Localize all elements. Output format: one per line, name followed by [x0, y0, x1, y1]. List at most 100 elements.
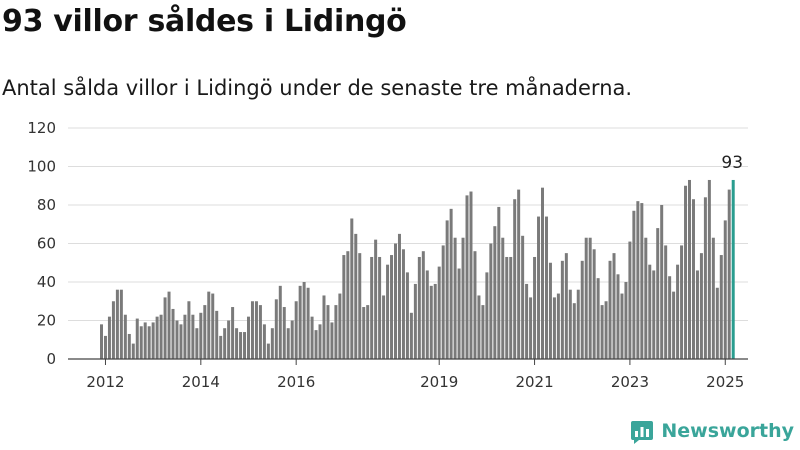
bar: [493, 226, 497, 359]
bar: [274, 299, 278, 359]
bar: [258, 305, 262, 359]
bar: [517, 189, 521, 359]
bar: [294, 301, 298, 359]
bar: [560, 260, 564, 359]
bar: [564, 253, 568, 360]
bar: [350, 218, 354, 359]
bar: [250, 301, 254, 359]
bar: [656, 228, 660, 359]
bar: [179, 324, 183, 359]
bar: [719, 255, 723, 359]
bar: [556, 293, 560, 359]
bar: [425, 270, 429, 359]
bar: [159, 314, 163, 359]
bar: [219, 335, 223, 359]
bar: [326, 305, 330, 359]
bar: [247, 316, 250, 359]
bar: [548, 262, 552, 359]
bar: [405, 272, 409, 360]
bar: [433, 283, 437, 359]
bar-highlight: [731, 179, 735, 359]
bar: [695, 270, 699, 359]
bar: [243, 332, 247, 359]
bar: [139, 326, 143, 359]
bar: [342, 255, 346, 359]
bar: [513, 199, 517, 359]
bar: [163, 297, 167, 359]
bar: [703, 197, 707, 359]
bar: [612, 253, 616, 360]
y-tick-label: 100: [27, 158, 56, 176]
bar: [282, 307, 286, 359]
bar: [652, 270, 656, 359]
bar: [576, 289, 580, 359]
bar: [127, 333, 131, 359]
bar: [390, 255, 394, 359]
bar: [684, 185, 688, 359]
bar: [175, 320, 179, 359]
bar: [668, 276, 672, 359]
bar: [131, 343, 135, 359]
y-tick-label: 120: [27, 119, 56, 137]
bar: [465, 195, 469, 360]
x-tick-label: 2023: [611, 373, 649, 391]
bar: [358, 253, 362, 360]
bar: [509, 256, 513, 359]
bar: [461, 237, 465, 359]
bar: [278, 285, 282, 359]
bar: [143, 322, 147, 359]
bar: [521, 235, 525, 359]
bar: [151, 322, 155, 359]
bar: [481, 305, 485, 359]
bar: [115, 289, 119, 359]
bar: [477, 295, 481, 359]
brand-logo: Newsworthy: [629, 416, 794, 446]
y-tick-label: 80: [37, 196, 56, 214]
bar: [457, 268, 461, 359]
bar: [525, 283, 529, 359]
bar: [103, 335, 107, 359]
bar: [334, 305, 338, 359]
page-subtitle: Antal sålda villor i Lidingö under de se…: [2, 76, 633, 100]
bar: [691, 199, 695, 359]
x-tick-label: 2021: [515, 373, 553, 391]
bar: [727, 189, 731, 359]
x-tick-label: 2025: [706, 373, 744, 391]
bar: [600, 305, 604, 359]
bar: [187, 301, 191, 359]
bar-chart: 0 20 40 60 80 100 120 2012 2014 2016 2019 2021 2023 2…: [27, 119, 748, 391]
bar: [584, 237, 588, 359]
bar: [505, 256, 509, 359]
bar: [155, 316, 159, 359]
bar: [644, 237, 648, 359]
bar: [533, 256, 537, 359]
bar: [664, 245, 668, 359]
bar: [723, 220, 727, 359]
bar: [715, 287, 719, 359]
bar: [711, 237, 715, 359]
bar: [568, 289, 572, 359]
x-tick-label: 2016: [277, 373, 315, 391]
bar: [314, 330, 318, 360]
bar: [672, 291, 676, 360]
bar: [171, 308, 175, 359]
bar: [537, 216, 541, 359]
bar: [417, 256, 421, 359]
bar: [469, 191, 473, 359]
bar: [441, 245, 445, 359]
bar: [421, 251, 425, 359]
bar: [429, 285, 433, 359]
bar: [107, 316, 111, 359]
bar: [239, 332, 243, 359]
y-tick-label: 0: [46, 350, 56, 368]
bar: [346, 251, 350, 359]
page-title: 93 villor såldes i Lidingö: [2, 4, 407, 39]
bar: [588, 237, 592, 359]
bar: [624, 282, 628, 359]
bar: [676, 264, 680, 359]
bar: [254, 301, 258, 359]
bar: [235, 328, 239, 359]
bar: [207, 291, 211, 360]
bar: [262, 324, 266, 359]
y-tick-label: 40: [37, 273, 56, 291]
